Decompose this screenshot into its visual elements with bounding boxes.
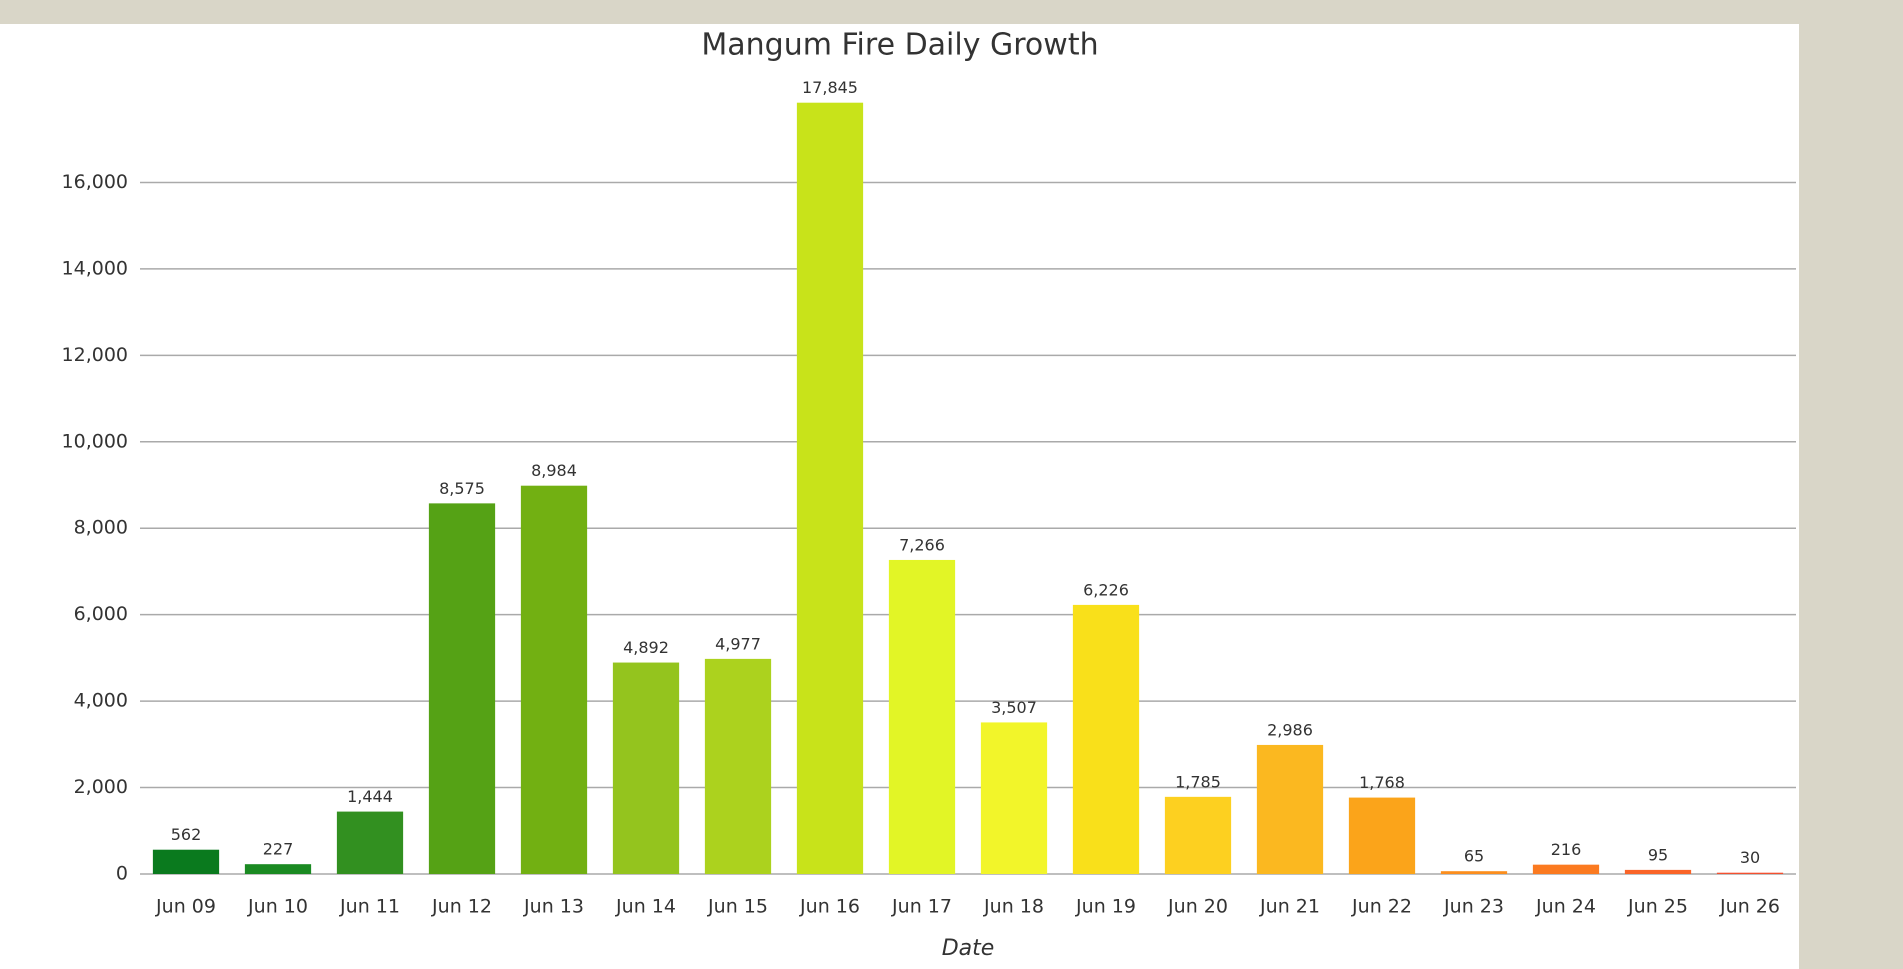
bar xyxy=(1533,865,1599,874)
value-label: 1,785 xyxy=(1175,772,1221,791)
x-tick-label: Jun 24 xyxy=(1535,896,1596,918)
x-tick-label: Jun 10 xyxy=(247,896,308,918)
x-tick-label: Jun 11 xyxy=(339,896,400,918)
y-tick-label: 8,000 xyxy=(74,517,128,539)
value-label: 30 xyxy=(1740,848,1760,867)
x-tick-label: Jun 19 xyxy=(1075,896,1136,918)
value-label: 1,444 xyxy=(347,787,393,806)
x-tick-label: Jun 23 xyxy=(1443,896,1504,918)
bar xyxy=(1625,870,1691,874)
x-tick-label: Jun 20 xyxy=(1167,896,1228,918)
page: {"chart_data": {"type": "bar", "title": … xyxy=(0,0,1903,969)
y-tick-label: 16,000 xyxy=(62,171,128,193)
bar xyxy=(1257,745,1323,874)
x-tick-label: Jun 14 xyxy=(615,896,676,918)
value-label: 8,984 xyxy=(531,461,577,480)
bar xyxy=(981,722,1047,874)
value-label: 3,507 xyxy=(991,698,1037,717)
value-label: 95 xyxy=(1648,845,1668,864)
bar xyxy=(1165,797,1231,874)
bar xyxy=(889,560,955,874)
value-label: 4,977 xyxy=(715,634,761,653)
value-label: 65 xyxy=(1464,847,1484,866)
x-tick-label: Jun 09 xyxy=(155,896,216,918)
y-tick-label: 12,000 xyxy=(62,344,128,366)
bar xyxy=(1073,605,1139,874)
bar xyxy=(337,812,403,874)
value-label: 8,575 xyxy=(439,479,485,498)
bar xyxy=(613,663,679,874)
x-tick-label: Jun 15 xyxy=(707,896,768,918)
x-tick-label: Jun 21 xyxy=(1259,896,1320,918)
bar xyxy=(1441,871,1507,874)
x-tick-label: Jun 18 xyxy=(983,896,1044,918)
value-label: 227 xyxy=(263,840,294,859)
chart: Mangum Fire Daily Growth Date 0 2,000 4,00… xyxy=(0,0,1903,969)
x-tick-label: Jun 26 xyxy=(1719,896,1780,918)
y-tick-label: 10,000 xyxy=(62,430,128,452)
bar xyxy=(1717,873,1783,874)
bar xyxy=(521,486,587,874)
y-tick-label: 0 xyxy=(116,863,128,885)
bar xyxy=(705,659,771,874)
x-axis-label: Date xyxy=(942,936,995,961)
value-label: 1,768 xyxy=(1359,773,1405,792)
x-tick-label: Jun 25 xyxy=(1627,896,1688,918)
x-tick-label: Jun 17 xyxy=(891,896,952,918)
bar xyxy=(797,103,863,874)
x-tick-label: Jun 16 xyxy=(799,896,860,918)
value-label: 216 xyxy=(1551,840,1582,859)
value-label: 7,266 xyxy=(899,535,945,554)
y-tick-label: 4,000 xyxy=(74,690,128,712)
value-label: 562 xyxy=(171,825,202,844)
y-tick-label: 14,000 xyxy=(62,257,128,279)
x-tick-label: Jun 12 xyxy=(431,896,492,918)
y-tick-label: 6,000 xyxy=(74,603,128,625)
x-tick-label: Jun 13 xyxy=(523,896,584,918)
x-tick-label: Jun 22 xyxy=(1351,896,1412,918)
value-label: 2,986 xyxy=(1267,720,1313,739)
bar xyxy=(429,503,495,874)
chart-title: Mangum Fire Daily Growth xyxy=(701,28,1098,63)
value-label: 4,892 xyxy=(623,638,669,657)
bar xyxy=(153,850,219,874)
bar xyxy=(245,864,311,874)
bar xyxy=(1349,798,1415,874)
value-label: 17,845 xyxy=(802,78,858,97)
value-label: 6,226 xyxy=(1083,580,1129,599)
y-tick-label: 2,000 xyxy=(74,776,128,798)
